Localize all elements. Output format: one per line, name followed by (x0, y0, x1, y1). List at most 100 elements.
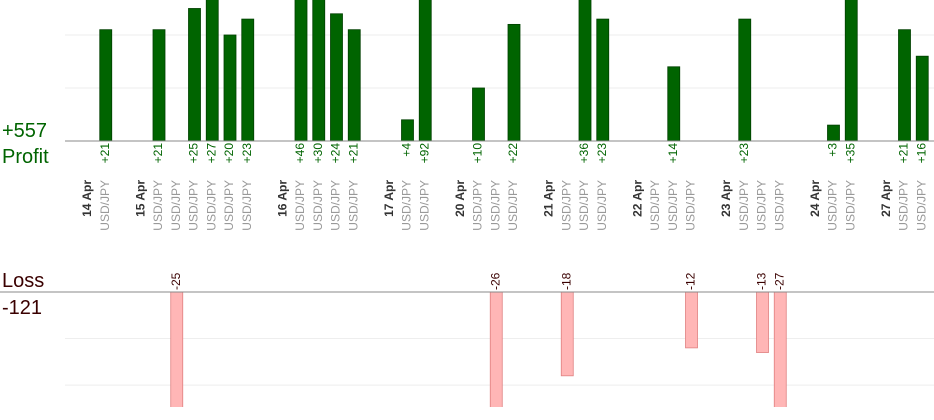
pair-label: USD/JPY (897, 180, 911, 231)
loss-bar (489, 292, 503, 407)
profit-label: +35 (843, 143, 857, 164)
profit-bar (294, 0, 308, 141)
profit-bar (241, 18, 255, 141)
pair-label: USD/JPY (98, 180, 112, 231)
profit-label: +25 (187, 143, 201, 164)
pair-label: USD/JPY (737, 180, 751, 231)
pair-label: USD/JPY (346, 180, 360, 231)
date-label: 14 Apr (80, 180, 94, 217)
profit-label: +4 (400, 143, 414, 157)
profit-title: Profit (2, 146, 49, 168)
loss-label: -13 (755, 272, 769, 290)
pair-label: USD/JPY (843, 180, 857, 231)
pair-label: USD/JPY (772, 180, 786, 231)
date-label: 23 Apr (719, 180, 733, 217)
pair-label: USD/JPY (400, 180, 414, 231)
profit-label: +92 (417, 143, 431, 164)
profit-bar (152, 29, 166, 141)
date-label: 17 Apr (382, 180, 396, 217)
date-label: 20 Apr (453, 180, 467, 217)
profit-label: +20 (222, 143, 236, 164)
pair-label: USD/JPY (151, 180, 165, 231)
profit-label: +46 (293, 143, 307, 164)
loss-label: -12 (684, 272, 698, 290)
date-label: 22 Apr (630, 180, 644, 217)
profit-bar (330, 13, 343, 141)
pair-label: USD/JPY (417, 180, 431, 231)
loss-bar (685, 292, 698, 349)
date-label: 16 Apr (275, 180, 289, 217)
date-label: 21 Apr (542, 180, 556, 217)
loss-bars (170, 292, 787, 407)
pair-label: USD/JPY (488, 180, 502, 231)
pair-label: USD/JPY (914, 180, 928, 231)
profit-label: +21 (897, 143, 911, 164)
date-label: 27 Apr (879, 180, 893, 217)
profit-bar (898, 29, 911, 141)
profit-bar (667, 66, 681, 141)
pair-label: USD/JPY (755, 180, 769, 231)
profit-bar (99, 29, 113, 141)
pair-label: USD/JPY (506, 180, 520, 231)
bars (99, 0, 929, 407)
pair-label: USD/JPY (666, 180, 680, 231)
profit-label: +16 (914, 143, 928, 164)
loss-label: -26 (488, 272, 502, 290)
profit-label: +21 (346, 143, 360, 164)
profit-bar (312, 0, 326, 141)
profit-bar (418, 0, 432, 141)
profit-bar (915, 55, 929, 141)
loss-label: -18 (559, 272, 573, 290)
profit-bar (472, 87, 485, 141)
profit-label: +10 (471, 143, 485, 164)
profit-bar (827, 124, 840, 141)
loss-label: -27 (772, 272, 786, 290)
profit-total: +557 (2, 120, 47, 142)
profit-label: +27 (204, 143, 218, 164)
profit-label: +21 (98, 143, 112, 164)
pair-label: USD/JPY (204, 180, 218, 231)
profit-bar (347, 29, 361, 141)
profit-label: +24 (329, 143, 343, 164)
pair-label: USD/JPY (648, 180, 662, 231)
pair-label: USD/JPY (471, 180, 485, 231)
profit-bar (738, 18, 752, 141)
profit-bars (99, 0, 929, 141)
pair-label: USD/JPY (826, 180, 840, 231)
loss-bar (773, 292, 787, 407)
profit-label: +22 (506, 143, 520, 164)
pair-label: USD/JPY (329, 180, 343, 231)
date-label: 24 Apr (808, 180, 822, 217)
profit-label: +23 (595, 143, 609, 164)
loss-bar (170, 292, 184, 407)
profit-label: +14 (666, 143, 680, 164)
profit-bar (578, 0, 592, 141)
pair-label: USD/JPY (293, 180, 307, 231)
pair-label: USD/JPY (240, 180, 254, 231)
pair-label: USD/JPY (595, 180, 609, 231)
loss-bar (560, 292, 574, 377)
profit-bar (401, 119, 414, 141)
profit-bar (205, 0, 219, 141)
profit-label: +23 (240, 143, 254, 164)
profit-label: +23 (737, 143, 751, 164)
pair-label: USD/JPY (559, 180, 573, 231)
profit-label: +3 (826, 143, 840, 157)
profit-bar (596, 18, 610, 141)
pair-label: USD/JPY (222, 180, 236, 231)
pair-label: USD/JPY (187, 180, 201, 231)
profit-label: +36 (577, 143, 591, 164)
date-label: 15 Apr (133, 180, 147, 217)
pair-label: USD/JPY (684, 180, 698, 231)
profit-label: +21 (151, 143, 165, 164)
pair-label: USD/JPY (169, 180, 183, 231)
profit-bar (188, 8, 201, 141)
loss-bar (756, 292, 769, 353)
profit-label: +30 (311, 143, 325, 164)
profit-bar (223, 34, 237, 141)
pair-label: USD/JPY (577, 180, 591, 231)
loss-label: -25 (169, 272, 183, 290)
profit-bar (844, 0, 858, 141)
loss-title: Loss (2, 270, 44, 292)
